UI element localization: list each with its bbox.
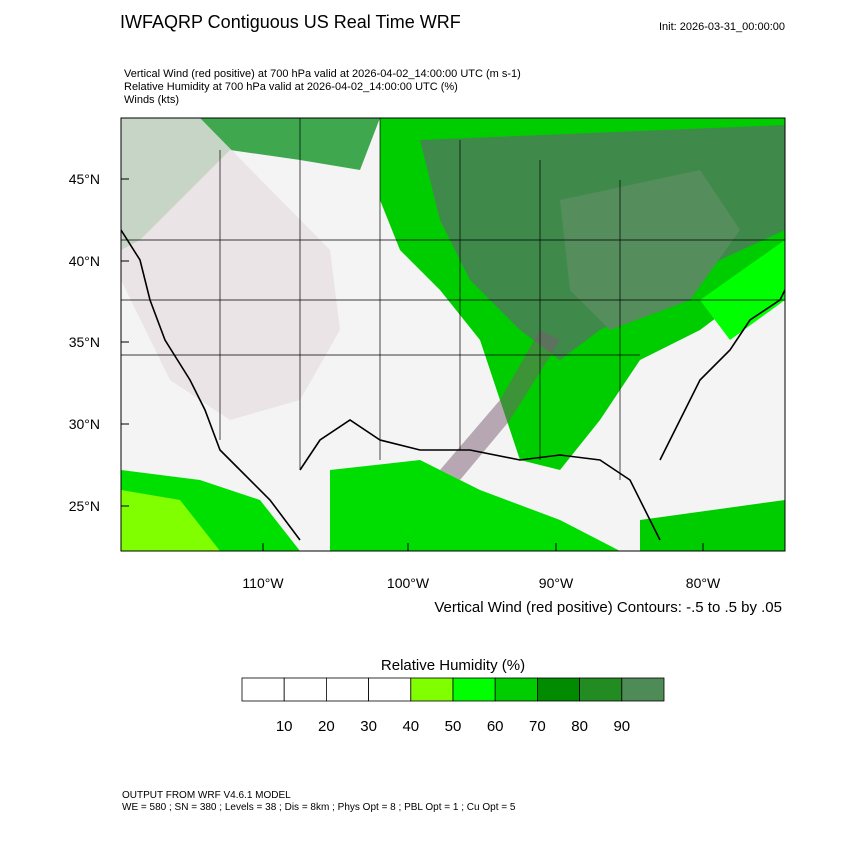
colorbar-label: 80	[571, 718, 588, 735]
colorbar-label: 40	[402, 718, 419, 735]
colorbar-box	[325, 677, 369, 702]
humidity-field	[121, 118, 785, 551]
state-borders	[121, 118, 785, 480]
colorbar-box	[241, 677, 285, 702]
map: 45°N 40°N 35°N 30°N 25°N 110°W 100°W 90°W 80°W	[69, 117, 786, 591]
lon-axis: 110°W 100°W 90°W 80°W	[242, 543, 721, 591]
colorbar-box	[283, 677, 327, 702]
colorbar-box	[621, 677, 665, 702]
lat-label: 25°N	[69, 498, 100, 514]
lat-label: 35°N	[69, 334, 100, 350]
lon-label: 100°W	[387, 575, 430, 591]
description-line: Winds (kts)	[124, 94, 179, 106]
footer-line: OUTPUT FROM WRF V4.6.1 MODEL	[122, 790, 291, 801]
init-time: Init: 2026-03-31_00:00:00	[659, 21, 785, 33]
contour-note: Vertical Wind (red positive) Contours: -…	[434, 599, 782, 616]
colorbar-label: 10	[276, 718, 293, 735]
lat-label: 40°N	[69, 253, 100, 269]
colorbar-label: 50	[445, 718, 462, 735]
lon-label: 80°W	[686, 575, 721, 591]
colorbar-box	[537, 677, 581, 702]
colorbar-label: 60	[487, 718, 504, 735]
colorbar-label: 90	[613, 718, 630, 735]
footer-line: WE = 580 ; SN = 380 ; Levels = 38 ; Dis …	[122, 802, 516, 813]
lat-axis: 45°N 40°N 35°N 30°N 25°N	[69, 171, 129, 514]
colorbar-box	[452, 677, 496, 702]
colorbar-box	[410, 677, 454, 702]
colorbar-label: 20	[318, 718, 335, 735]
title: IWFAQRP Contiguous US Real Time WRF	[120, 12, 461, 32]
lat-label: 45°N	[69, 171, 100, 187]
colorbar-label: 70	[529, 718, 546, 735]
lon-label: 90°W	[539, 575, 574, 591]
colorbar-label: 30	[360, 718, 377, 735]
colorbar: 10 20 30 40 50 60 70 80 90	[241, 677, 665, 735]
lon-label: 110°W	[242, 575, 284, 591]
colorbar-box	[368, 677, 412, 702]
colorbar-box	[579, 677, 623, 702]
lat-label: 30°N	[69, 416, 100, 432]
description-line: Relative Humidity at 700 hPa valid at 20…	[124, 81, 458, 93]
colorbar-box	[494, 677, 538, 702]
colorbar-title: Relative Humidity (%)	[381, 657, 525, 674]
description-line: Vertical Wind (red positive) at 700 hPa …	[124, 68, 521, 80]
